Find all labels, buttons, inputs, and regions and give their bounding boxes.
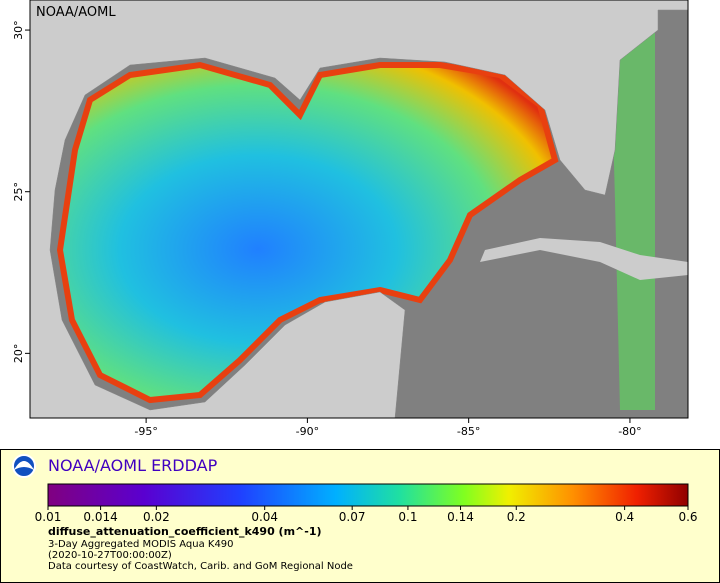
land (480, 238, 688, 280)
colorbar-tick-label: 0.07 (339, 510, 366, 524)
y-tick-label: 20° (12, 344, 25, 364)
y-tick-label: 25° (12, 182, 25, 202)
land (29, 0, 689, 419)
colorbar-tick-label: 0.4 (615, 510, 634, 524)
x-tick-label: -90° (296, 425, 319, 438)
map-frame (29, 0, 689, 419)
ocean-data (56, 61, 559, 404)
map: NOAA/AOML (29, 0, 689, 419)
legend-line: (2020-10-27T00:00:00Z) (48, 550, 172, 561)
colorbar-tick-label: 0.014 (83, 510, 117, 524)
ocean-data (610, 20, 655, 410)
x-tick-label: -80° (618, 425, 641, 438)
colorbar-tick-label: 0.6 (678, 510, 697, 524)
colorbar-tick-label: 0.01 (35, 510, 62, 524)
colorbar-tick-label: 0.2 (507, 510, 526, 524)
legend-line: 3-Day Aggregated MODIS Aqua K490 (48, 539, 234, 550)
x-tick-label: -85° (457, 425, 480, 438)
logo (14, 461, 34, 470)
legend-line: Data courtesy of CoastWatch, Carib. and … (48, 561, 353, 572)
legend: NOAA/AOML ERDDAP diffuse_attenuation_coe… (0, 449, 720, 583)
colorbar-tick-label: 0.14 (447, 510, 474, 524)
x-tick-label: -95° (134, 425, 157, 438)
map-label: NOAA/AOML (36, 5, 116, 20)
colorbar (47, 483, 689, 507)
colorbar-tick-label: 0.04 (251, 510, 278, 524)
legend-title: NOAA/AOML ERDDAP (48, 456, 218, 475)
variable-label: diffuse_attenuation_coefficient_k490 (m^… (48, 525, 322, 538)
y-tick-label: 30° (12, 20, 25, 40)
colorbar-tick-label: 0.02 (143, 510, 170, 524)
legend-panel (0, 449, 720, 583)
colorbar-tick-label: 0.1 (398, 510, 417, 524)
